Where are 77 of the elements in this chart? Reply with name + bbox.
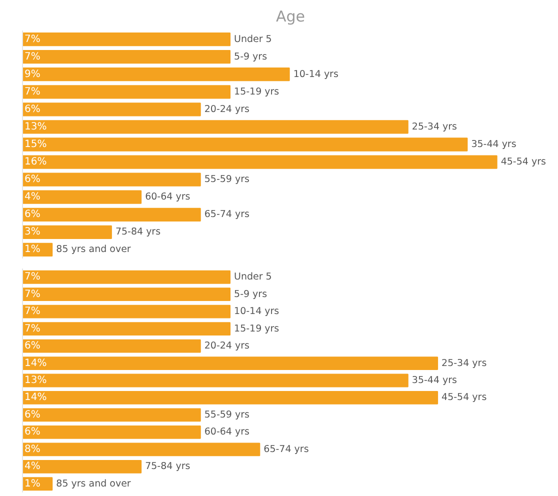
data-label: 7% — [24, 323, 40, 334]
category-label: 75-84 yrs — [115, 226, 161, 238]
category-label: 45-54 yrs — [442, 392, 487, 404]
category-label: 35-44 yrs — [412, 375, 458, 386]
data-label: 9% — [24, 68, 40, 80]
category-label: 25-34 yrs — [412, 121, 458, 132]
bar — [22, 68, 290, 82]
data-label: 6% — [24, 209, 40, 220]
category-label: 35-44 yrs — [471, 139, 516, 150]
bar — [22, 408, 201, 422]
bar — [22, 138, 468, 152]
data-label: 1% — [24, 478, 40, 490]
category-label: 15-19 yrs — [234, 323, 280, 334]
data-label: 6% — [24, 340, 40, 352]
category-label: 85 yrs and over — [56, 478, 131, 490]
category-label: 20-24 yrs — [204, 104, 250, 115]
category-label: 60-64 yrs — [204, 426, 250, 438]
data-label: 7% — [24, 288, 40, 300]
data-label: 4% — [24, 461, 40, 472]
bar — [22, 32, 231, 46]
bar — [22, 288, 231, 302]
category-label: 15-19 yrs — [234, 86, 280, 98]
bar — [22, 391, 438, 404]
data-label: 7% — [24, 34, 40, 45]
data-label: 4% — [24, 192, 40, 203]
data-label: 7% — [24, 272, 40, 283]
category-label: 60-64 yrs — [145, 192, 190, 203]
category-label: 10-14 yrs — [293, 68, 338, 80]
data-label: 15% — [24, 139, 47, 150]
bar — [22, 356, 438, 370]
bar — [22, 208, 201, 222]
bar — [22, 190, 142, 204]
data-label: 7% — [24, 51, 40, 62]
chart-title: Age — [276, 8, 306, 26]
bar — [22, 225, 112, 240]
data-label: 13% — [24, 375, 47, 386]
data-label: 6% — [24, 174, 40, 186]
category-label: 45-54 yrs — [500, 156, 546, 168]
category-label: Under 5 — [234, 272, 272, 283]
bar — [22, 50, 231, 64]
bar — [22, 304, 231, 318]
bar — [22, 339, 201, 353]
bar — [22, 155, 498, 169]
category-label: 10-14 yrs — [234, 306, 280, 318]
bar — [22, 374, 408, 388]
data-label: 14% — [24, 358, 47, 369]
data-label: 14% — [24, 392, 47, 404]
category-label: 20-24 yrs — [204, 340, 250, 352]
bar — [22, 120, 408, 134]
category-label: Under 5 — [234, 34, 272, 45]
category-label: 65-74 yrs — [264, 444, 309, 455]
bar — [22, 442, 260, 456]
data-label: 13% — [24, 121, 47, 132]
category-label: 75-84 yrs — [145, 461, 190, 472]
category-label: 25-34 yrs — [442, 358, 487, 369]
data-label: 6% — [24, 409, 40, 420]
data-label: 7% — [24, 86, 40, 98]
category-label: 85 yrs and over — [56, 244, 131, 256]
data-label: 16% — [24, 156, 47, 168]
bar — [22, 270, 231, 284]
category-label: 5-9 yrs — [234, 288, 268, 300]
category-label: 5-9 yrs — [234, 51, 268, 62]
category-label: 55-59 yrs — [204, 409, 250, 420]
bar — [22, 85, 231, 99]
data-label: 6% — [24, 104, 40, 115]
bar — [22, 425, 201, 439]
bar — [22, 460, 142, 474]
data-label: 7% — [24, 306, 40, 318]
category-label: 65-74 yrs — [204, 209, 250, 220]
bar — [22, 322, 231, 336]
category-label: 55-59 yrs — [204, 174, 250, 186]
data-label: 1% — [24, 244, 40, 256]
bar — [22, 102, 201, 116]
data-label: 8% — [24, 444, 40, 455]
data-label: 6% — [24, 426, 40, 438]
bar — [22, 172, 201, 186]
data-label: 3% — [24, 226, 40, 238]
